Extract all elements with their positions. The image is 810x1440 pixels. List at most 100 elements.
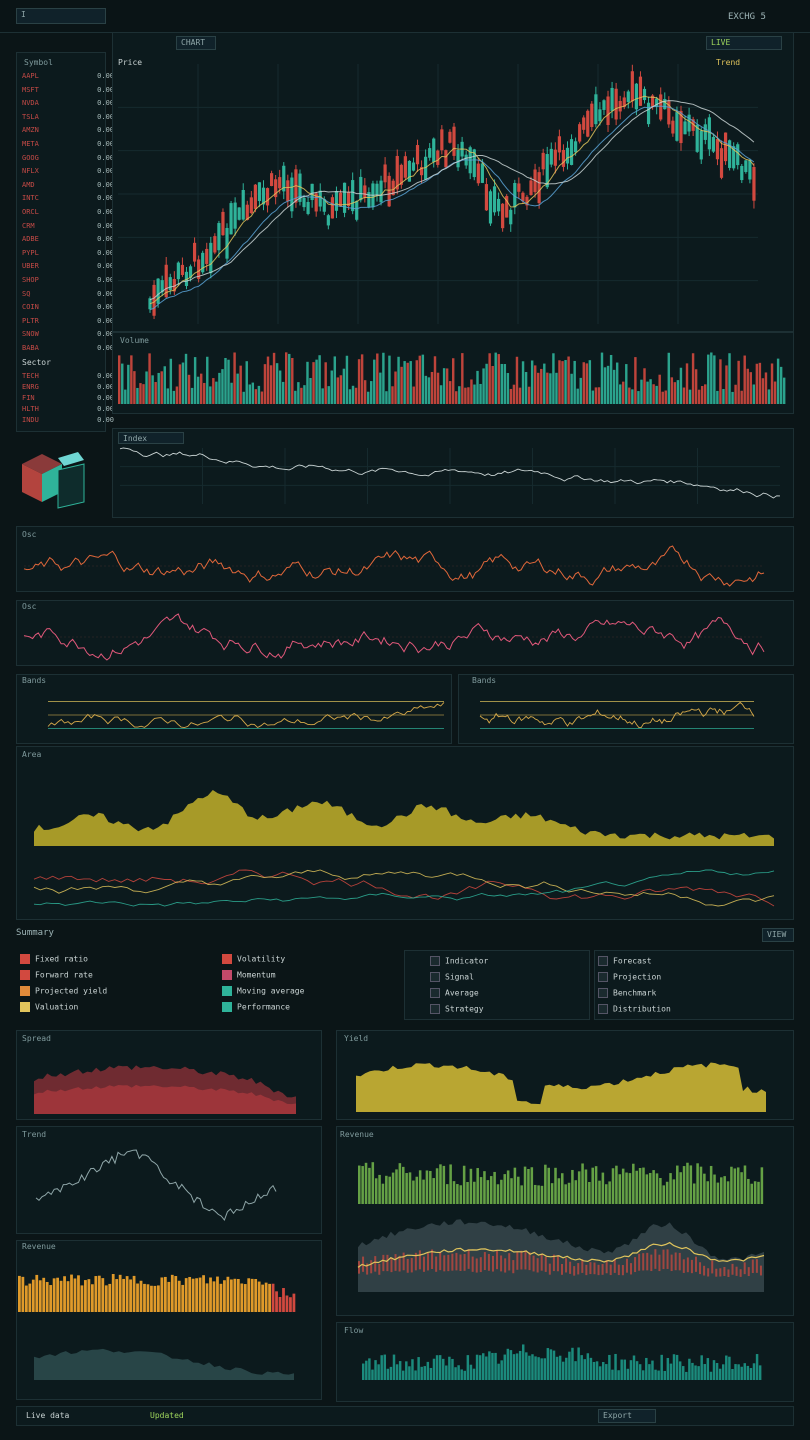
watchlist-row[interactable]: SQ 0.00 <box>22 290 114 302</box>
legend-item[interactable]: Indicator <box>430 956 488 966</box>
watchlist-row[interactable]: HLTH 0.00 <box>22 405 114 417</box>
revenue-overlay-bar <box>686 1257 689 1273</box>
volume-bar <box>673 382 677 404</box>
top-right-label[interactable]: EXCHG 5 <box>728 12 766 22</box>
orange-bar <box>136 1283 139 1312</box>
candle-body <box>440 129 444 151</box>
toolbar-live-button[interactable]: LIVE <box>706 36 782 50</box>
legend-item[interactable]: Average <box>430 988 479 998</box>
revenue-bar <box>686 1162 689 1204</box>
volume-bar <box>133 371 136 404</box>
volume-bar <box>312 362 315 404</box>
app-title-button[interactable]: I <box>16 8 106 24</box>
watchlist-row[interactable]: UBER 0.00 <box>22 262 114 274</box>
legend-item[interactable]: Projection <box>598 972 661 982</box>
watchlist-row[interactable]: MSFT 0.00 <box>22 86 114 98</box>
watchlist-row[interactable]: CRM 0.00 <box>22 222 114 234</box>
teal-bar <box>598 1366 602 1380</box>
watchlist-row[interactable]: PLTR 0.00 <box>22 317 114 329</box>
teal-bar <box>712 1360 716 1380</box>
export-button[interactable]: Export <box>598 1409 656 1423</box>
watchlist-row[interactable]: AMD 0.00 <box>22 181 114 193</box>
revenue-overlay-bar <box>694 1256 697 1272</box>
legend-item[interactable]: Moving average <box>222 986 304 996</box>
teal-bar <box>540 1358 543 1380</box>
legend-item[interactable]: Benchmark <box>598 988 656 998</box>
candle-body <box>160 280 164 293</box>
index-label-button[interactable]: Index <box>118 432 184 444</box>
candle-body <box>197 259 201 279</box>
legend-item[interactable]: Distribution <box>598 1004 671 1014</box>
teal-bar <box>371 1369 374 1380</box>
revenue-overlay-bar <box>556 1255 559 1272</box>
watchlist-row[interactable]: ADBE 0.00 <box>22 235 114 247</box>
candle-body <box>590 103 594 127</box>
revenue-bar <box>493 1171 496 1204</box>
orange-bar <box>160 1277 164 1312</box>
watchlist-row[interactable]: INDU 0.00 <box>22 416 114 428</box>
watchlist-row[interactable]: COIN 0.00 <box>22 303 114 315</box>
legend-item[interactable]: Forward rate <box>20 970 93 980</box>
teal-bar <box>408 1366 411 1380</box>
revenue-overlay-bar <box>504 1258 507 1273</box>
watchlist-row[interactable]: META 0.00 <box>22 140 114 152</box>
volume-bar <box>351 385 355 404</box>
volume-bar <box>424 375 428 404</box>
legend-item[interactable]: Valuation <box>20 1002 78 1012</box>
watchlist-row[interactable]: ORCL 0.00 <box>22 208 114 220</box>
volume-bar <box>682 387 686 404</box>
toolbar-center-button[interactable]: CHART <box>176 36 216 50</box>
watchlist-row[interactable]: GOOG 0.00 <box>22 154 114 166</box>
watchlist-row[interactable]: PYPL 0.00 <box>22 249 114 261</box>
candle-body <box>233 202 237 229</box>
legend-item[interactable]: Projected yield <box>20 986 107 996</box>
teal-bar <box>402 1370 405 1380</box>
revenue-bar <box>412 1180 415 1204</box>
revenue-bar <box>540 1185 544 1204</box>
orange-bar <box>271 1283 275 1312</box>
teal-bar <box>592 1361 596 1380</box>
watchlist-row[interactable]: NFLX 0.00 <box>22 167 114 179</box>
watchlist-row[interactable]: SHOP 0.00 <box>22 276 114 288</box>
volume-bar <box>497 354 500 404</box>
teal-bar <box>617 1370 620 1380</box>
revenue-overlay-bar <box>654 1249 657 1269</box>
legend-item[interactable]: Signal <box>430 972 474 982</box>
watchlist-row[interactable]: TSLA 0.00 <box>22 113 114 125</box>
revenue-bar <box>662 1185 666 1204</box>
watchlist-row[interactable]: NVDA 0.00 <box>22 99 114 111</box>
candlestick-chart[interactable] <box>118 64 788 330</box>
volume-bar <box>506 373 510 404</box>
legend-item[interactable]: Fixed ratio <box>20 954 88 964</box>
candle-body <box>582 117 586 130</box>
legend-item[interactable]: Forecast <box>598 956 652 966</box>
view-button[interactable]: VIEW <box>762 928 794 942</box>
teal-bar <box>457 1365 460 1380</box>
watchlist-row[interactable]: SNOW 0.00 <box>22 330 114 342</box>
teal-bar <box>365 1360 368 1380</box>
legend-swatch-icon <box>430 1004 440 1014</box>
volume-bar <box>175 386 179 404</box>
candle-body <box>456 149 460 168</box>
teal-bar <box>678 1361 682 1380</box>
watchlist-row[interactable]: FIN 0.00 <box>22 394 114 406</box>
teal-bar <box>586 1353 590 1380</box>
orange-bar <box>243 1284 247 1312</box>
watchlist-row[interactable]: INTC 0.00 <box>22 194 114 206</box>
watchlist-row[interactable]: TECH 0.00 <box>22 372 114 384</box>
watchlist-row[interactable]: AMZN 0.00 <box>22 126 114 138</box>
watchlist-row[interactable]: AAPL 0.00 <box>22 72 114 84</box>
legend-item[interactable]: Performance <box>222 1002 290 1012</box>
legend-item[interactable]: Momentum <box>222 970 276 980</box>
legend-item[interactable]: Volatility <box>222 954 285 964</box>
candle-body <box>452 126 456 156</box>
watchlist-symbol: ADBE <box>22 235 39 244</box>
candle-body <box>444 150 448 168</box>
revenue-bar <box>469 1168 473 1204</box>
watchlist-row[interactable]: ENRG 0.00 <box>22 383 114 395</box>
revenue-overlay-bar <box>398 1255 401 1272</box>
legend-item[interactable]: Strategy <box>430 1004 484 1014</box>
lower-panel-4-label: Revenue <box>340 1130 374 1139</box>
watchlist-symbol: TECH <box>22 372 39 380</box>
watchlist-row[interactable]: BABA 0.00 <box>22 344 114 356</box>
